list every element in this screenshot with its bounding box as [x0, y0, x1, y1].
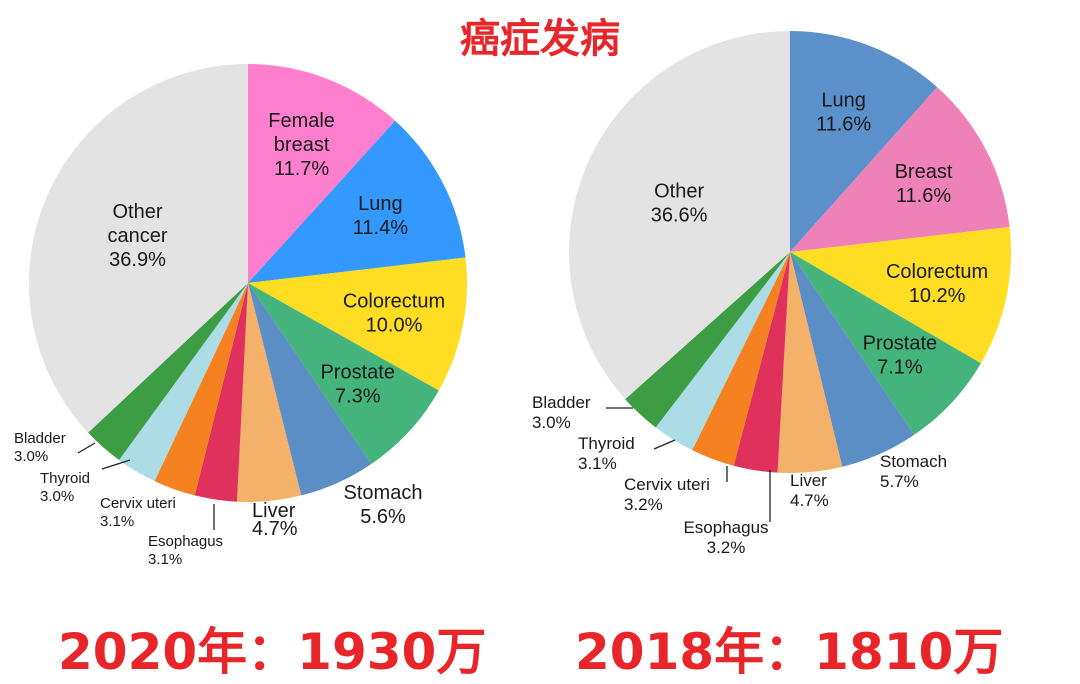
- slice-label-2020-prostate: Prostate 7.3%: [320, 362, 394, 408]
- subtitle-2020: 2020年：1930万: [58, 623, 487, 681]
- leader-line-2020-thyroid: [101, 459, 131, 470]
- slice-2018-colorectum: [790, 227, 1012, 364]
- slice-label-2018-bladder: Bladder 3.0%: [532, 393, 591, 432]
- chart-title: 癌症发病: [460, 16, 620, 62]
- slice-label-2020-liver: Liver 4.7%: [252, 500, 298, 540]
- slice-2018-lung: [790, 31, 938, 252]
- slice-label-2018-thyroid: Thyroid 3.1%: [578, 434, 635, 473]
- slice-label-2018-other: Other 36.6%: [651, 180, 708, 226]
- slice-label-2020-colorectum: Colorectum 10.0%: [343, 290, 445, 336]
- slice-2020-thyroid: [119, 283, 248, 482]
- slice-2020-liver: [236, 283, 302, 502]
- slice-label-2018-liver: Liver 4.7%: [790, 471, 829, 510]
- slice-label-2020-thyroid: Thyroid 3.0%: [40, 470, 90, 505]
- slice-2018-breast: [790, 87, 1010, 253]
- slice-2020-female-breast: [248, 64, 396, 283]
- slice-2018-cervix-uteri: [692, 252, 790, 466]
- slice-2018-liver: [777, 252, 843, 474]
- slice-2018-esophagus: [733, 252, 790, 473]
- slice-label-2020-bladder: Bladder 3.0%: [14, 430, 66, 465]
- slice-2020-colorectum: [248, 257, 468, 391]
- slice-2018-thyroid: [655, 252, 790, 451]
- slice-2020-stomach: [248, 283, 372, 496]
- slice-2020-esophagus: [194, 283, 248, 502]
- leader-line-2018-thyroid: [653, 439, 676, 450]
- slice-label-2018-lung: Lung 11.6%: [816, 90, 871, 136]
- slice-2020-prostate: [248, 283, 439, 464]
- leader-line-2020-bladder: [77, 442, 96, 454]
- slice-2020-cervix-uteri: [154, 283, 248, 496]
- slice-2018-prostate: [790, 252, 981, 435]
- slice-2020-lung: [248, 120, 466, 283]
- slice-label-2018-breast: Breast 11.6%: [895, 161, 953, 207]
- slice-label-2020-female-breast: Female breast 11.7%: [268, 110, 335, 180]
- pie-2020: Female breast 11.7% Lung 11.4% Colorectum 10.0…: [14, 64, 468, 568]
- slice-label-2018-prostate: Prostate 7.1%: [863, 333, 937, 379]
- slice-2018-bladder: [625, 252, 790, 428]
- slice-label-2020-stomach: Stomach 5.6%: [344, 482, 423, 528]
- pie-2018: Lung 11.6% Breast 11.6% Colorectum 10.2% Prost…: [532, 31, 1012, 557]
- slice-2018-stomach: [790, 252, 915, 467]
- subtitle-2018: 2018年：1810万: [575, 623, 1004, 681]
- slice-2020-other-cancer: [29, 64, 249, 433]
- slice-label-2020-other-cancer: Other cancer 36.9%: [107, 201, 167, 271]
- slice-2020-bladder: [88, 283, 248, 461]
- slice-label-2020-cervix-uteri: Cervix uteri 3.1%: [100, 495, 176, 530]
- slice-label-2020-lung: Lung 11.4%: [353, 193, 408, 239]
- slice-label-2020-esophagus: Esophagus 3.1%: [148, 533, 223, 568]
- slice-label-2018-cervix-uteri: Cervix uteri 3.2%: [624, 475, 710, 514]
- slice-2018-other: [569, 31, 790, 400]
- slice-label-2018-stomach: Stomach 5.7%: [880, 452, 947, 491]
- slice-label-2018-esophagus: Esophagus 3.2%: [683, 518, 768, 557]
- slice-label-2018-colorectum: Colorectum 10.2%: [886, 261, 988, 307]
